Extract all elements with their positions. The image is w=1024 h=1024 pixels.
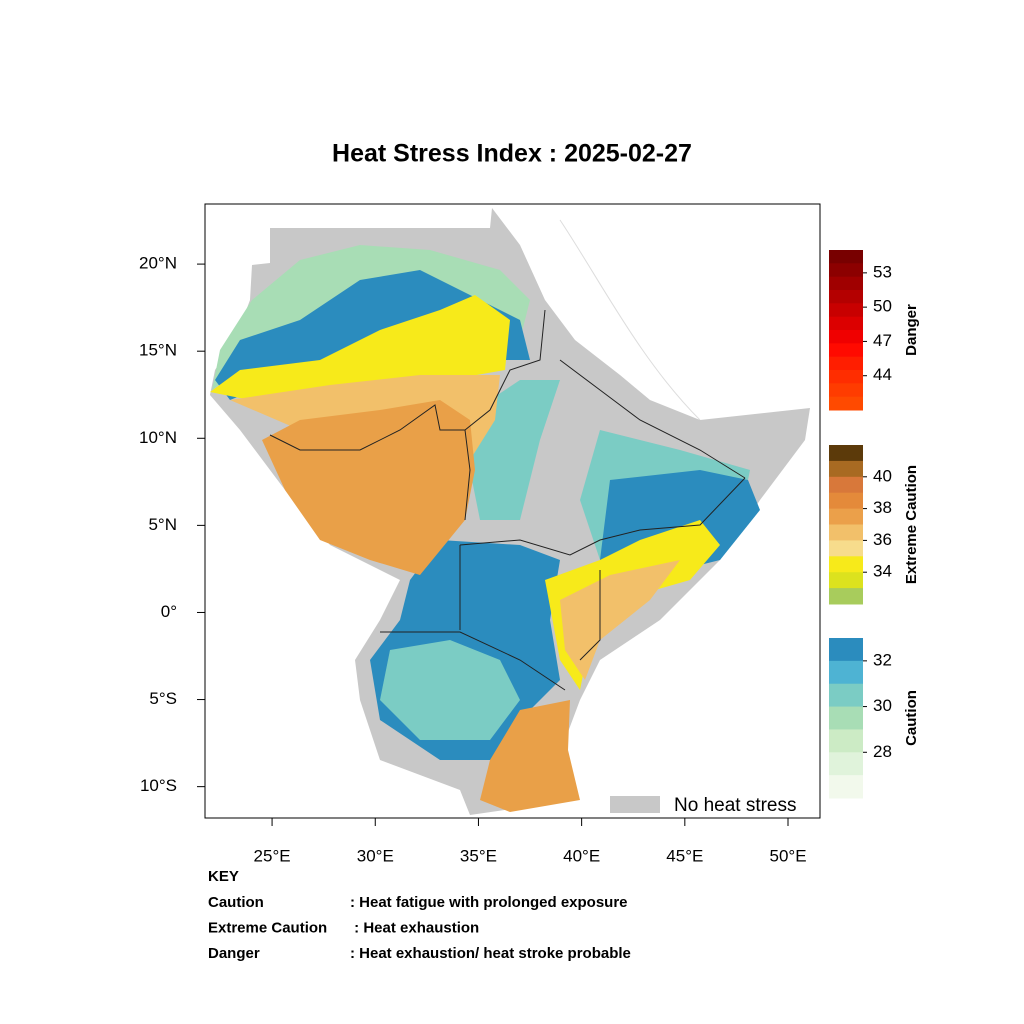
key-description: : Heat fatigue with prolonged exposure <box>350 894 628 911</box>
y-tick-label: 10°N <box>139 428 177 447</box>
neighbor-line <box>559 219 701 421</box>
colorbar-tick-label: 44 <box>873 365 892 384</box>
country-border <box>559 359 746 479</box>
country-border <box>380 631 566 691</box>
y-tick-label: 15°N <box>139 341 177 360</box>
legend-swatch <box>610 796 660 813</box>
map-frame <box>204 203 821 819</box>
colorbar-tick-label: 40 <box>873 466 892 485</box>
country-border <box>579 570 601 661</box>
colorbar-tick-label: 30 <box>873 696 892 715</box>
colorbar-swatch <box>829 330 863 344</box>
key-heading: KEY <box>208 868 239 885</box>
colorbar-title: Caution <box>903 690 920 746</box>
colorbar-swatch <box>829 492 863 510</box>
colorbar-swatch <box>829 303 863 318</box>
colorbar-tick-label: 47 <box>873 331 892 350</box>
extreme-caution-zone <box>210 295 510 400</box>
extreme-caution-zone <box>480 700 580 812</box>
colorbar-tick-label: 32 <box>873 650 892 669</box>
colorbar-swatch <box>829 356 863 371</box>
y-tick-label: 20°N <box>139 254 177 273</box>
colorbar-swatch <box>829 683 863 708</box>
colorbar-swatch <box>829 460 863 478</box>
caution-zone <box>380 640 520 740</box>
colorbar-swatch <box>829 729 863 753</box>
colorbar-swatch <box>829 508 863 525</box>
colorbar-swatch <box>829 752 863 776</box>
key: KEY Caution : Heat fatigue with prolonged… <box>208 868 631 962</box>
colorbar-swatch <box>829 316 863 331</box>
colorbar-tick-label: 38 <box>873 498 892 517</box>
key-term: Extreme Caution <box>208 919 327 936</box>
x-tick-label: 40°E <box>563 846 600 865</box>
country-border <box>464 309 546 431</box>
legend-label: No heat stress <box>674 795 797 816</box>
x-tick-label: 30°E <box>357 846 394 865</box>
colorbar-tick-label: 36 <box>873 530 892 549</box>
colorbar-swatch <box>829 524 863 541</box>
y-tick-label: 0° <box>161 602 177 621</box>
country-border <box>459 477 746 556</box>
colorbar-tick-label: 53 <box>873 262 892 281</box>
colorbar-swatch <box>829 445 863 462</box>
title: Heat Stress Index : 2025-02-27 <box>332 140 692 168</box>
key-description: : Heat exhaustion/ heat stroke probable <box>350 945 631 962</box>
x-tick-label: 50°E <box>769 846 806 865</box>
x-tick-label: 45°E <box>666 846 703 865</box>
y-tick-label: 10°S <box>140 776 177 795</box>
colorbar-swatch <box>829 638 863 662</box>
colorbar-title: Danger <box>903 304 920 356</box>
colorbar-swatch <box>829 706 863 730</box>
colorbar-title: Extreme Caution <box>903 465 920 584</box>
colorbar-swatch <box>829 660 863 685</box>
colorbar-swatch <box>829 396 863 411</box>
colorbar-swatch <box>829 588 863 605</box>
colorbar-swatch <box>829 263 863 278</box>
colorbar-tick-label: 50 <box>873 297 892 316</box>
colorbar-swatch <box>829 343 863 358</box>
y-tick-label: 5°S <box>149 689 177 708</box>
colorbar-swatch <box>829 370 863 384</box>
x-tick-label: 25°E <box>254 846 291 865</box>
key-term: Caution <box>208 894 264 911</box>
colorbar-swatch <box>829 540 863 557</box>
colorbar-tick-label: 34 <box>873 562 892 581</box>
colorbar-swatch <box>829 276 863 291</box>
colorbar-swatch <box>829 290 863 304</box>
key-description: : Heat exhaustion <box>350 919 479 936</box>
colorbar-swatch <box>829 250 863 264</box>
colorbar-swatch <box>829 383 863 398</box>
x-tick-label: 35°E <box>460 846 497 865</box>
map-field <box>210 208 810 815</box>
country-border <box>269 404 471 521</box>
extreme-caution-zone <box>262 400 475 575</box>
key-term: Danger <box>208 945 260 962</box>
colorbar-tick-label: 28 <box>873 742 892 761</box>
colorbar-swatch <box>829 775 863 799</box>
colorbar-swatch <box>829 556 863 573</box>
y-tick-label: 5°N <box>148 515 177 534</box>
colorbar-swatch <box>829 572 863 589</box>
map: No heat stress <box>204 203 821 819</box>
colorbar-swatch <box>829 476 863 494</box>
